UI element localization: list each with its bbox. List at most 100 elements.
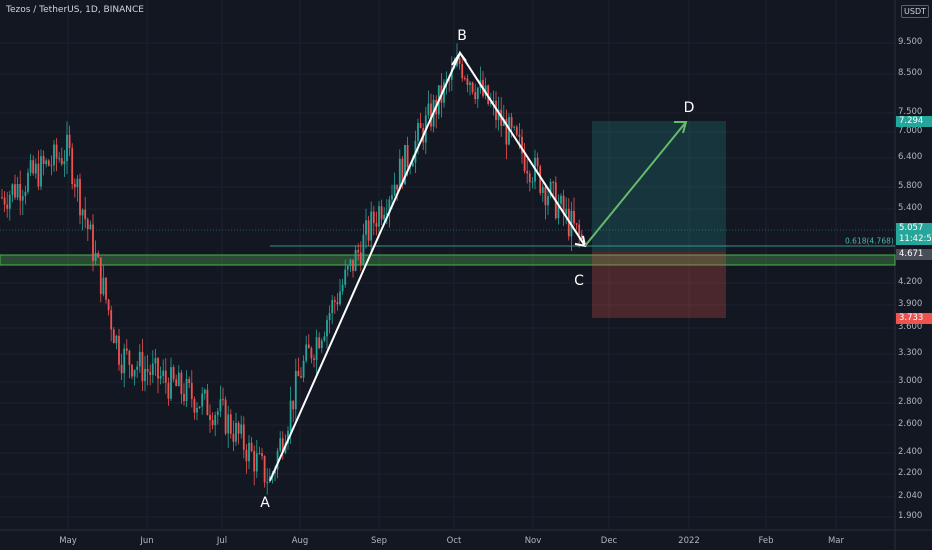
candle-body <box>578 224 581 235</box>
candle-body <box>281 438 284 453</box>
time-tick-label: Mar <box>827 536 845 546</box>
candle-body <box>55 144 58 159</box>
candle-body <box>279 438 282 451</box>
candle-body <box>255 453 258 472</box>
candle-body <box>448 79 451 81</box>
candle-body <box>149 371 152 375</box>
arrowhead-d <box>674 121 688 134</box>
candle-body <box>107 299 110 311</box>
candle-body <box>128 350 131 365</box>
candle-body <box>531 181 534 183</box>
price-tick-label: 3.900 <box>898 299 923 309</box>
candle-body <box>305 344 308 361</box>
candle-body <box>560 195 562 204</box>
candle-body <box>66 134 68 162</box>
wave-label-d: D <box>683 100 695 116</box>
candle-body <box>417 123 419 141</box>
candle-body <box>14 184 16 198</box>
candle-body <box>53 144 55 166</box>
price-tick-label: 2.800 <box>898 397 923 407</box>
candle-body <box>40 156 42 187</box>
candle-body <box>211 420 214 426</box>
price-tick-label: 3.600 <box>898 322 923 332</box>
drawings-layer <box>269 50 688 482</box>
candle-body <box>248 442 250 462</box>
candle-body <box>24 191 27 197</box>
candle-body <box>6 204 9 209</box>
price-tick-label: 3.000 <box>898 376 923 386</box>
candle-body <box>167 382 170 399</box>
candle-body <box>201 393 204 407</box>
candle-body <box>489 102 492 104</box>
time-tick-label: May <box>59 536 77 546</box>
candle-body <box>120 364 123 374</box>
candle-body <box>536 157 539 167</box>
candle-body <box>125 348 128 351</box>
currency-badge[interactable]: USDT <box>901 5 929 18</box>
candle-body <box>183 393 185 402</box>
target-price-tag: 7.294 <box>896 116 932 127</box>
candle-body <box>11 184 14 195</box>
candle-body <box>557 203 560 219</box>
candle-body <box>336 302 339 305</box>
candlestick-series <box>1 43 583 495</box>
candle-body <box>289 400 292 431</box>
candle-body <box>383 214 386 220</box>
candle-body <box>515 126 518 135</box>
candle-body <box>123 348 126 374</box>
candle-body <box>68 134 71 148</box>
price-tick-label: 4.200 <box>898 277 923 287</box>
candle-body <box>492 100 495 103</box>
candle-body <box>94 253 97 261</box>
symbol-title[interactable]: Tezos / TetherUS, 1D, BINANCE <box>6 5 144 15</box>
fib-level-label: 0.618(4.768) <box>845 236 894 246</box>
candle-body <box>50 165 53 167</box>
candle-body <box>344 269 347 285</box>
candle-body <box>3 197 6 205</box>
time-tick-label: Dec <box>600 536 618 546</box>
candle-body <box>580 234 583 239</box>
candle-body <box>471 82 474 93</box>
wave-label-a: A <box>260 495 270 511</box>
candle-body <box>177 372 180 386</box>
candle-body <box>508 117 510 145</box>
candle-body <box>539 166 542 193</box>
candle-body <box>411 162 414 167</box>
loss-zone <box>592 252 726 318</box>
candle-body <box>79 178 81 216</box>
candle-body <box>84 209 87 220</box>
candle-body <box>497 109 500 120</box>
candle-body <box>229 414 232 434</box>
candle-body <box>89 224 92 230</box>
candle-body <box>235 422 237 442</box>
candle-body <box>341 284 344 292</box>
candle-body <box>526 171 529 174</box>
candle-body <box>510 117 513 128</box>
candle-body <box>206 389 209 415</box>
candle-body <box>92 224 94 261</box>
candle-body <box>469 82 471 86</box>
time-tick-label: Feb <box>758 536 774 546</box>
price-tick-label: 7.500 <box>898 107 923 117</box>
candle-body <box>372 211 375 224</box>
candle-body <box>196 407 198 413</box>
profit-zone <box>592 121 726 252</box>
abc-pattern-line <box>269 50 586 482</box>
candle-body <box>29 160 32 173</box>
candle-body <box>552 181 555 183</box>
candle-body <box>349 259 352 266</box>
candle-body <box>261 453 263 457</box>
stop-price-tag: 3.733 <box>896 313 932 324</box>
candle-body <box>162 370 165 376</box>
candle-body <box>378 206 380 227</box>
price-tick-label: 3.300 <box>898 348 923 358</box>
candle-body <box>300 376 302 378</box>
candle-body <box>302 360 305 378</box>
candle-body <box>146 368 149 372</box>
candle-body <box>565 208 568 214</box>
candle-body <box>21 196 24 201</box>
candle-body <box>333 300 336 303</box>
candle-body <box>513 126 516 128</box>
